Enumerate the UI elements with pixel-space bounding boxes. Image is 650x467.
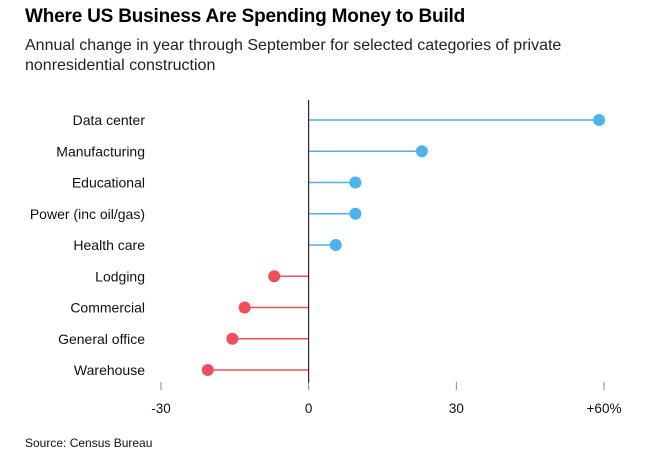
category-label: Health care: [73, 237, 145, 253]
lollipop-dot: [201, 364, 214, 376]
x-tick-label: -30: [151, 401, 171, 416]
lollipop-dot: [238, 301, 251, 314]
category-label: Data center: [73, 112, 146, 128]
category-label: Power (inc oil/gas): [30, 206, 145, 222]
category-label: General office: [58, 331, 145, 347]
category-label: Manufacturing: [56, 143, 145, 159]
lollipop-dot: [329, 239, 342, 251]
lollipop-dot: [349, 176, 362, 189]
chart-subtitle: Annual change in year through September …: [25, 37, 562, 74]
lollipop-dot: [226, 332, 239, 345]
lollipop-dot: [593, 114, 606, 126]
lollipop-dot: [415, 145, 428, 158]
category-label: Educational: [72, 175, 145, 191]
category-label: Commercial: [70, 300, 145, 316]
x-tick-label: 0: [305, 401, 313, 416]
source-note: Source: Census Bureau: [25, 436, 153, 450]
chart-title: Where US Business Are Spending Money to …: [25, 6, 466, 27]
x-tick-label: 30: [449, 401, 464, 416]
x-tick-label: +60%: [587, 401, 622, 416]
category-label: Warehouse: [74, 362, 145, 378]
lollipop-dot: [268, 270, 281, 283]
category-label: Lodging: [95, 268, 145, 284]
lollipop-dot: [349, 207, 362, 220]
